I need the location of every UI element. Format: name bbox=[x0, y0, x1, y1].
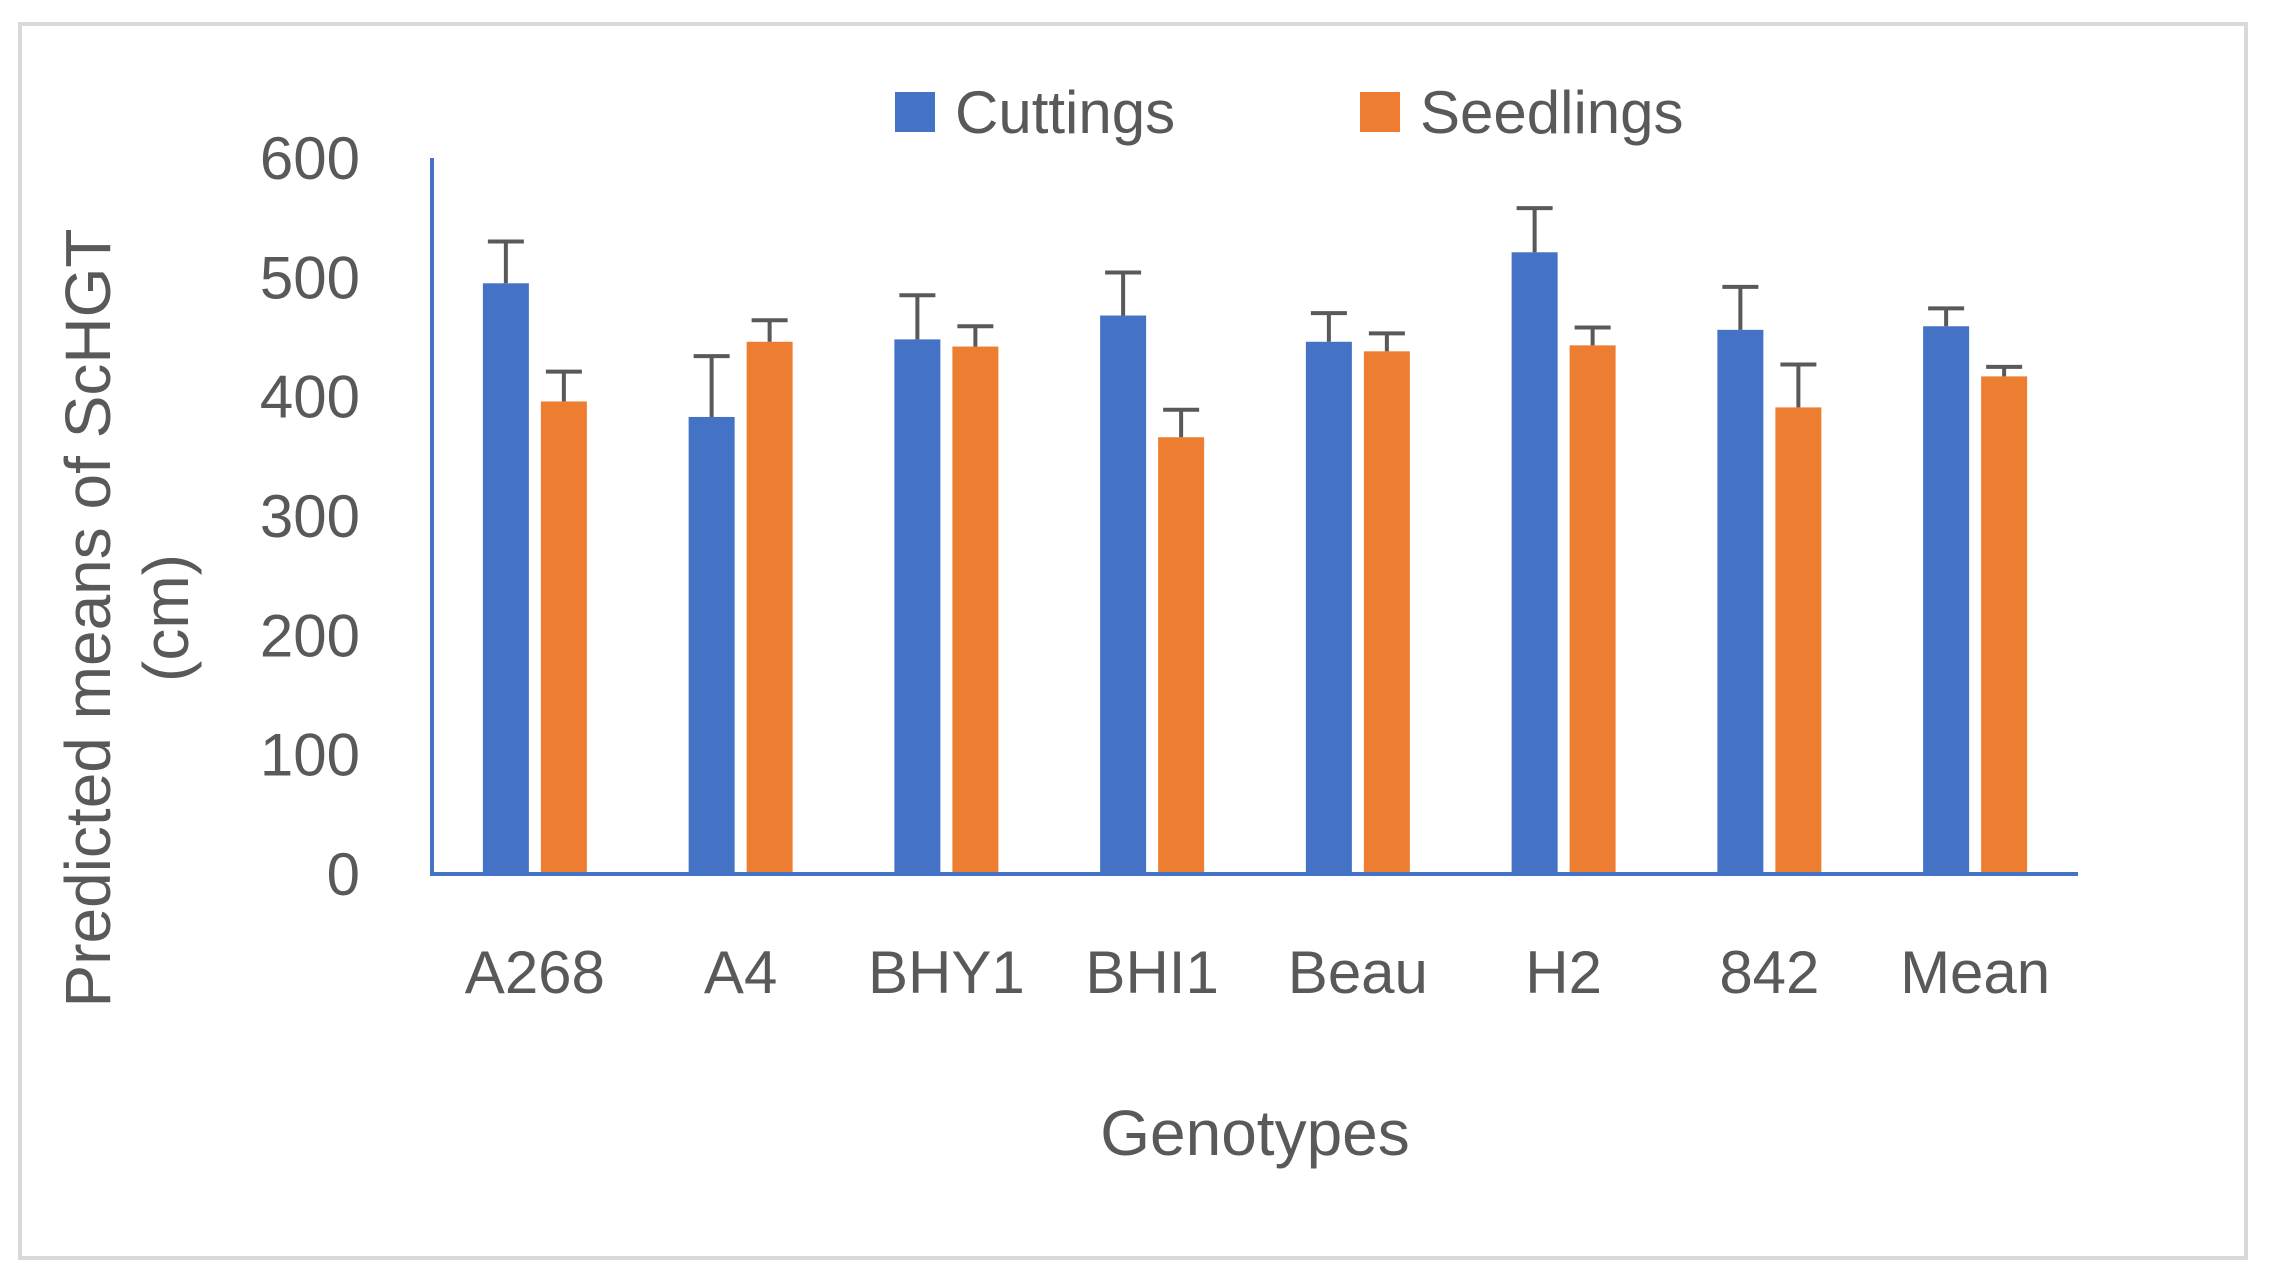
bar-seedlings-842 bbox=[1775, 407, 1822, 874]
legend-label-cuttings: Cuttings bbox=[955, 79, 1175, 146]
bar-cuttings-mean bbox=[1923, 326, 1970, 874]
x-tick-label: Beau bbox=[1288, 939, 1428, 1006]
bar-seedlings-h2 bbox=[1569, 345, 1616, 874]
bar-cuttings-beau bbox=[1305, 341, 1352, 875]
legend: Cuttings Seedlings bbox=[895, 79, 1684, 146]
axes bbox=[430, 158, 2078, 876]
legend-label-seedlings: Seedlings bbox=[1420, 79, 1684, 146]
x-axis-ticks: A268 A4 BHY1 BHI1 Beau H2 842 Mean bbox=[465, 939, 2050, 1006]
x-tick-label: 842 bbox=[1719, 939, 1819, 1006]
y-tick-label: 0 bbox=[327, 841, 360, 908]
bar-seedlings-bhi1 bbox=[1158, 437, 1205, 874]
y-axis-title-line: Predicted means of ScHGT bbox=[52, 229, 124, 1008]
bar-cuttings-bhi1 bbox=[1100, 315, 1147, 874]
legend-swatch-seedlings bbox=[1360, 92, 1400, 132]
y-tick-label: 200 bbox=[260, 602, 360, 669]
bar-seedlings-beau bbox=[1363, 351, 1410, 874]
y-tick-label: 400 bbox=[260, 364, 360, 431]
bar-cuttings-842 bbox=[1717, 329, 1764, 875]
bars bbox=[482, 252, 2028, 875]
bar-cuttings-h2 bbox=[1511, 252, 1558, 875]
x-tick-label: BHI1 bbox=[1085, 939, 1218, 1006]
y-axis-title-line: (cm) bbox=[130, 554, 202, 682]
bar-seedlings-a268 bbox=[540, 401, 587, 874]
x-axis-title: Genotypes bbox=[1100, 1097, 1410, 1169]
x-tick-label: A268 bbox=[465, 939, 605, 1006]
bar-cuttings-a268 bbox=[482, 283, 529, 874]
x-tick-label: Mean bbox=[1900, 939, 2050, 1006]
bar-cuttings-bhy1 bbox=[894, 339, 941, 874]
legend-swatch-cuttings bbox=[895, 92, 935, 132]
error-bars bbox=[487, 206, 2023, 438]
y-axis-ticks: 0 100 200 300 400 500 600 bbox=[260, 125, 360, 908]
y-tick-label: 100 bbox=[260, 722, 360, 789]
bar-seedlings-mean bbox=[1981, 376, 2028, 874]
x-tick-label: H2 bbox=[1525, 939, 1602, 1006]
bar-cuttings-a4 bbox=[688, 416, 735, 874]
bar-seedlings-a4 bbox=[746, 341, 793, 875]
x-tick-label: A4 bbox=[704, 939, 777, 1006]
y-tick-label: 600 bbox=[260, 125, 360, 192]
y-axis-title: Predicted means of ScHGT(cm) bbox=[52, 229, 202, 1008]
y-tick-label: 300 bbox=[260, 483, 360, 550]
x-tick-label: BHY1 bbox=[868, 939, 1025, 1006]
y-tick-label: 500 bbox=[260, 244, 360, 311]
bar-seedlings-bhy1 bbox=[952, 346, 999, 875]
